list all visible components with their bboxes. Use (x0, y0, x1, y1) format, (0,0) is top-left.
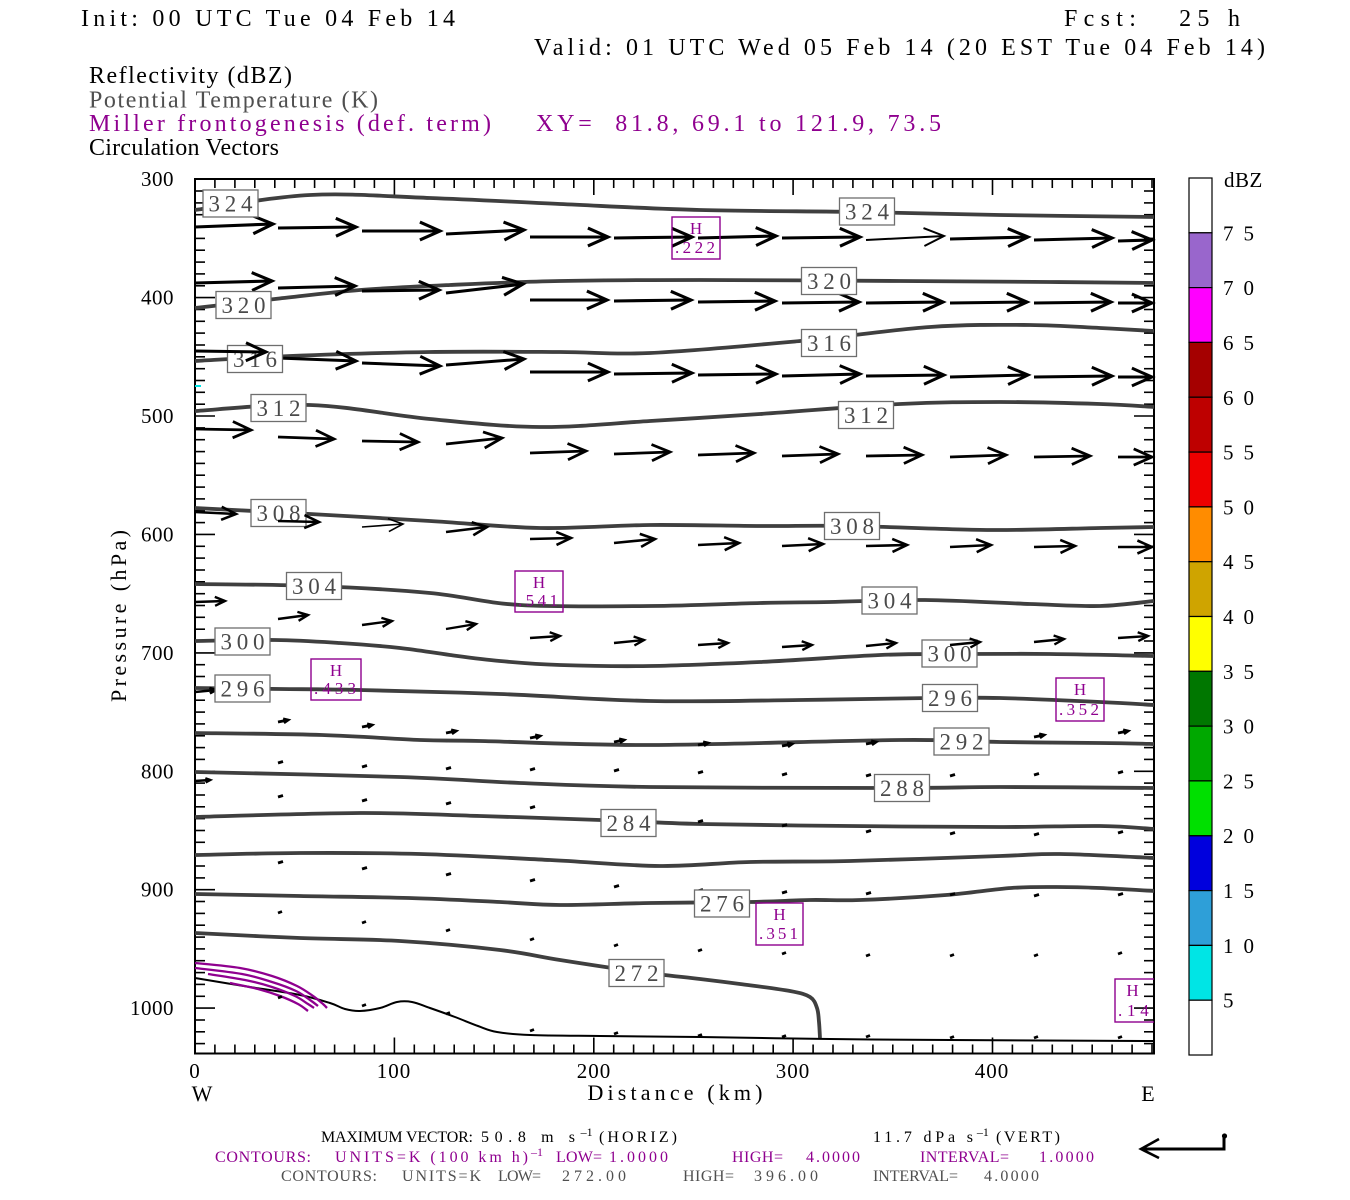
svg-text:W: W (192, 1081, 213, 1106)
svg-text:1000: 1000 (130, 996, 174, 1020)
svg-text:200: 200 (577, 1059, 612, 1083)
svg-text:320: 320 (222, 293, 266, 318)
svg-text:H: H (690, 219, 702, 238)
svg-text:312: 312 (257, 396, 301, 421)
svg-text:5: 5 (1223, 989, 1234, 1013)
svg-text:H: H (533, 573, 545, 592)
svg-text:276: 276 (700, 892, 744, 917)
svg-text:100: 100 (377, 1059, 412, 1083)
svg-text:324: 324 (209, 192, 254, 217)
svg-text:304: 304 (868, 589, 913, 614)
svg-text:H: H (1126, 981, 1138, 1000)
svg-text:600: 600 (141, 522, 174, 546)
svg-text:304: 304 (292, 574, 337, 599)
svg-text:300: 300 (776, 1059, 811, 1083)
svg-text:300: 300 (928, 642, 972, 667)
svg-text:316: 316 (807, 331, 851, 356)
svg-text:Potential Temperature (K): Potential Temperature (K) (89, 88, 378, 114)
svg-text:300: 300 (221, 630, 265, 655)
svg-text:400: 400 (975, 1059, 1010, 1083)
svg-text:XY= 81.8, 69.1 to 121.9, 73.5: XY= 81.8, 69.1 to 121.9, 73.5 (536, 111, 941, 137)
svg-text:400: 400 (141, 286, 174, 310)
svg-text:320: 320 (807, 269, 851, 294)
svg-text:dBZ: dBZ (1224, 168, 1263, 192)
svg-text:296: 296 (928, 686, 972, 711)
svg-text:Miller frontogenesis (def. ter: Miller frontogenesis (def. term) (89, 111, 491, 137)
svg-text:300: 300 (141, 167, 174, 191)
svg-text:Reflectivity (dBZ): Reflectivity (dBZ) (89, 63, 292, 89)
svg-text:CONTOURS:UNITS=K (100 km h)–1L: CONTOURS: UNITS=K (100 km h) –1 LOW= 1.0000 H… (215, 1145, 1094, 1166)
svg-text:H: H (773, 905, 785, 924)
svg-text:324: 324 (845, 200, 890, 225)
svg-text:Circulation Vectors: Circulation Vectors (89, 135, 279, 161)
svg-text:288: 288 (880, 776, 924, 801)
svg-text:H: H (1074, 680, 1086, 699)
svg-text:296: 296 (221, 677, 265, 702)
svg-text:900: 900 (141, 878, 174, 902)
svg-text:308: 308 (830, 514, 874, 539)
svg-text:292: 292 (940, 730, 984, 755)
svg-text:E: E (1141, 1081, 1154, 1106)
svg-text:H: H (330, 661, 342, 680)
svg-text:284: 284 (607, 811, 652, 836)
svg-text:312: 312 (844, 403, 888, 428)
svg-text:272: 272 (615, 961, 659, 986)
svg-text:500: 500 (141, 404, 174, 428)
svg-text:0: 0 (189, 1059, 201, 1083)
svg-text:800: 800 (141, 759, 174, 783)
svg-text:Init: 00 UTC Tue 04 Feb 14: Init: 00 UTC Tue 04 Feb 14 (81, 6, 455, 32)
svg-text:700: 700 (141, 641, 174, 665)
